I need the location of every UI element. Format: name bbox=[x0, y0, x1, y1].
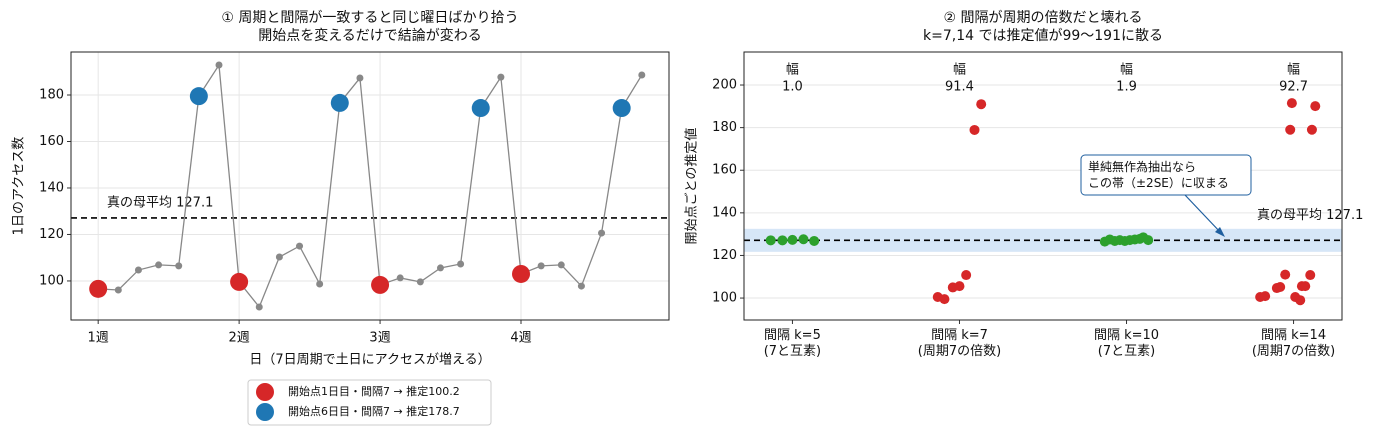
y-tick-label: 140 bbox=[712, 205, 737, 220]
data-point bbox=[497, 73, 505, 81]
data-point bbox=[134, 266, 142, 274]
data-point bbox=[1286, 98, 1297, 109]
y-tick-label: 160 bbox=[39, 134, 64, 149]
data-point bbox=[577, 282, 585, 290]
data-point bbox=[1143, 235, 1154, 246]
annotation: 単純無作為抽出ならこの帯（±2SE）に収まる bbox=[1088, 159, 1229, 190]
data-point bbox=[765, 235, 776, 246]
data-point bbox=[798, 234, 809, 245]
data-point bbox=[275, 253, 283, 261]
x-tick-label: 間隔 k=10 (7と互素) bbox=[1094, 328, 1159, 359]
spread-title: 幅 bbox=[1120, 63, 1133, 78]
spread-label: 1.9 bbox=[1116, 80, 1137, 95]
data-point bbox=[1280, 269, 1291, 280]
data-line bbox=[98, 63, 643, 309]
spread-title: 幅 bbox=[1287, 63, 1300, 78]
annotation-arrow bbox=[1184, 194, 1223, 235]
data-point bbox=[1305, 270, 1316, 281]
data-point bbox=[557, 261, 565, 269]
data-point bbox=[189, 87, 208, 106]
band bbox=[744, 228, 1342, 252]
data-point bbox=[175, 262, 183, 270]
data-point bbox=[777, 235, 788, 246]
data-point bbox=[114, 286, 122, 294]
x-tick-label: 間隔 k=5 (7と互素) bbox=[764, 328, 821, 359]
data-point bbox=[89, 279, 108, 298]
data-point bbox=[961, 270, 972, 281]
y-axis-label: 開始点ごとの推定値 bbox=[684, 128, 700, 245]
data-point bbox=[215, 61, 223, 69]
x-tick-label: 2週 bbox=[228, 331, 249, 346]
legend-marker bbox=[256, 383, 274, 401]
data-point bbox=[954, 281, 965, 292]
spread-label: 91.4 bbox=[945, 80, 974, 95]
x-tick-label: 間隔 k=7 (周期7の倍数) bbox=[918, 328, 1001, 359]
chart-title: ② 間隔が周期の倍数だと壊れる k=7,14 では推定値が99〜191に散る bbox=[923, 10, 1163, 44]
data-point bbox=[512, 264, 531, 283]
legend-box bbox=[247, 379, 492, 426]
arrow-head bbox=[1215, 227, 1225, 237]
data-point bbox=[1295, 295, 1306, 306]
data-point bbox=[356, 74, 364, 82]
data-point bbox=[939, 294, 950, 305]
spread-label: 1.0 bbox=[782, 80, 803, 95]
y-tick-label: 120 bbox=[39, 227, 64, 242]
y-tick-label: 140 bbox=[39, 180, 64, 195]
data-point bbox=[457, 260, 465, 268]
data-point bbox=[1306, 124, 1317, 135]
y-tick-label: 180 bbox=[39, 88, 64, 103]
plot-frame bbox=[70, 51, 670, 321]
data-point bbox=[155, 261, 163, 269]
plot-frame bbox=[743, 51, 1343, 321]
data-point bbox=[316, 280, 324, 288]
data-point bbox=[612, 99, 631, 118]
data-point bbox=[969, 124, 980, 135]
data-point bbox=[598, 229, 606, 237]
legend-label: 開始点6日目・間隔7 → 推定178.7 bbox=[288, 404, 460, 418]
y-tick-label: 180 bbox=[712, 120, 737, 135]
y-tick-label: 100 bbox=[39, 273, 64, 288]
data-point bbox=[230, 272, 249, 291]
reference-label: 真の母平均 127.1 bbox=[1257, 208, 1363, 223]
data-point bbox=[638, 71, 646, 79]
data-point bbox=[1310, 101, 1321, 112]
legend-label: 開始点1日目・間隔7 → 推定100.2 bbox=[288, 384, 460, 398]
y-tick-label: 200 bbox=[712, 78, 737, 93]
x-tick-label: 3週 bbox=[369, 331, 390, 346]
y-tick-label: 160 bbox=[712, 163, 737, 178]
data-point bbox=[976, 99, 987, 110]
data-point bbox=[787, 234, 798, 245]
y-tick-label: 120 bbox=[712, 248, 737, 263]
data-point bbox=[1285, 124, 1296, 135]
y-tick-label: 100 bbox=[712, 291, 737, 306]
data-point bbox=[1300, 281, 1311, 292]
y-axis-label: 1日のアクセス数 bbox=[12, 137, 27, 236]
data-point bbox=[1260, 291, 1271, 302]
data-point bbox=[809, 235, 820, 246]
spread-title: 幅 bbox=[953, 63, 966, 78]
data-point bbox=[416, 278, 424, 286]
data-point bbox=[296, 242, 304, 250]
reference-label: 真の母平均 127.1 bbox=[107, 195, 213, 210]
x-tick-label: 間隔 k=14 (周期7の倍数) bbox=[1252, 328, 1335, 359]
legend-marker bbox=[256, 403, 274, 421]
data-point bbox=[330, 93, 349, 112]
x-tick-label: 4週 bbox=[510, 331, 531, 346]
x-tick-label: 1週 bbox=[88, 331, 109, 346]
data-point bbox=[537, 262, 545, 270]
chart-title: ① 周期と間隔が一致すると同じ曜日ばかり拾う開始点を変えるだけで結論が変わる bbox=[221, 10, 518, 44]
data-point bbox=[255, 303, 263, 311]
data-point bbox=[1275, 281, 1286, 292]
annotation-box bbox=[1080, 154, 1252, 196]
spread-title: 幅 bbox=[786, 63, 799, 78]
data-point bbox=[396, 274, 404, 282]
data-point bbox=[371, 275, 390, 294]
data-point bbox=[436, 264, 444, 272]
data-point bbox=[471, 99, 490, 118]
spread-label: 92.7 bbox=[1279, 80, 1308, 95]
x-axis-label: 日（7日周期で土日にアクセスが増える） bbox=[249, 353, 490, 368]
